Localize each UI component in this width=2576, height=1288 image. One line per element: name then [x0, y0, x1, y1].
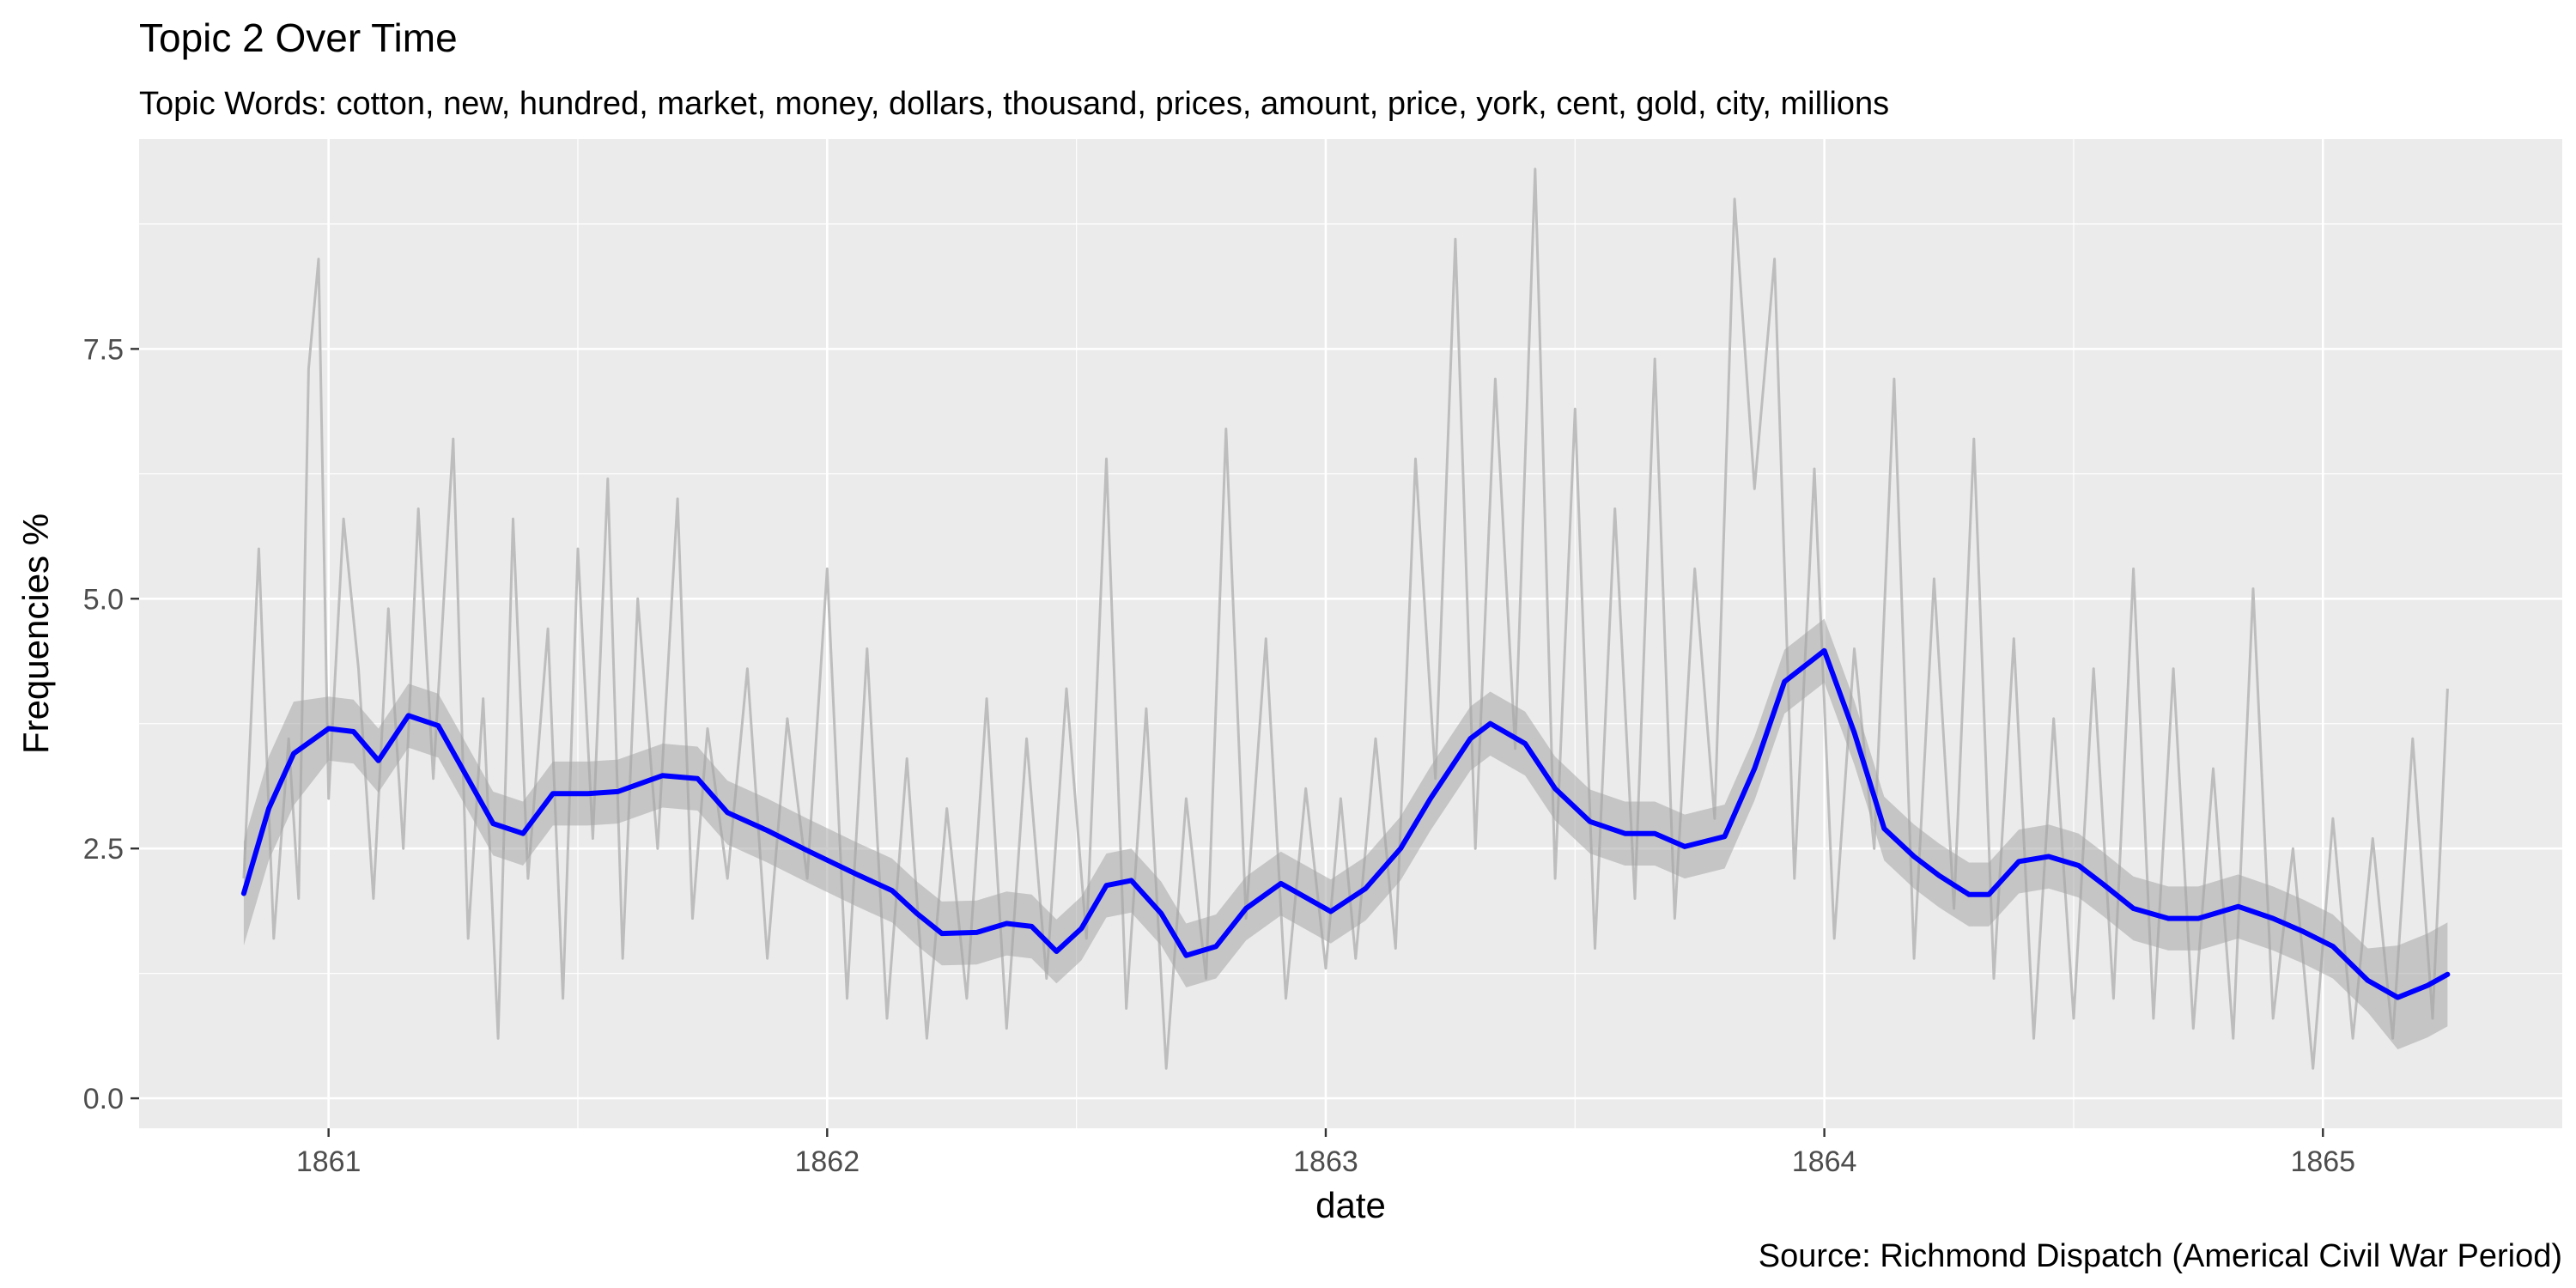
x-tick-label: 1861	[296, 1145, 361, 1178]
x-axis-title: date	[1315, 1185, 1386, 1225]
x-tick-label: 1864	[1792, 1145, 1857, 1178]
y-axis-title: Frequencies %	[15, 513, 56, 754]
chart-title: Topic 2 Over Time	[139, 15, 458, 60]
smoothed-trend-line	[240, 647, 2451, 1000]
y-tick-label: 0.0	[83, 1083, 124, 1115]
chart-caption: Source: Richmond Dispatch (Americal Civi…	[1759, 1238, 2562, 1274]
smooth-series-layer	[240, 647, 2451, 1000]
x-tick-label: 1865	[2290, 1145, 2355, 1178]
x-tick-label: 1863	[1293, 1145, 1358, 1178]
y-tick-label: 7.5	[83, 333, 124, 366]
plot-panel	[139, 139, 2562, 1128]
x-tick-label: 1862	[794, 1145, 860, 1178]
axis-ticks: 1861 1862 1863 1864 1865 0.0 2.5 5.0 7.5	[83, 333, 2355, 1178]
y-tick-label: 2.5	[83, 833, 124, 866]
chart-subtitle: Topic Words: cotton, new, hundred, marke…	[139, 86, 1889, 122]
y-tick-label: 5.0	[83, 583, 124, 616]
